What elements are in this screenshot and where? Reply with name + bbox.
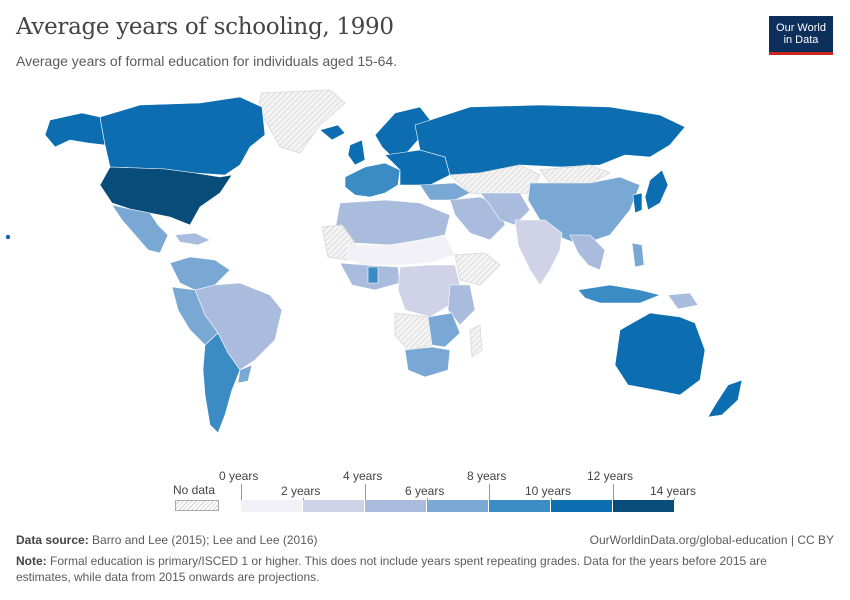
data-source-text[interactable]: Barro and Lee (2015); Lee and Lee (2016) [92, 533, 318, 547]
region-australia[interactable] [614, 312, 706, 396]
legend-swatch-0[interactable] [241, 500, 303, 512]
region-turkey[interactable] [419, 182, 471, 201]
region-papua-new-guinea[interactable] [667, 292, 699, 310]
legend-tick-8 [489, 484, 490, 500]
footnote-line-2: estimates, while data from 2015 onwards … [16, 570, 320, 584]
region-east-africa[interactable] [447, 284, 476, 326]
legend-bottom-label-14: 14 years [650, 484, 697, 498]
region-united-states[interactable] [99, 166, 233, 226]
legend-swatch-2[interactable] [365, 500, 427, 512]
legend-swatch-4[interactable] [489, 500, 551, 512]
region-horn-of-africa[interactable] [454, 252, 501, 286]
region-greenland[interactable] [257, 89, 346, 154]
region-iran[interactable] [479, 192, 531, 226]
region-china[interactable] [527, 176, 641, 246]
region-argentina[interactable] [202, 332, 241, 434]
footnote-line-1: Formal education is primary/ISCED 1 or h… [50, 554, 767, 568]
region-sahel[interactable] [347, 234, 456, 266]
legend-tick-4 [365, 484, 366, 500]
footnote: Note: Formal education is primary/ISCED … [16, 553, 836, 585]
legend-tick-12 [613, 484, 614, 500]
region-korea[interactable] [632, 192, 643, 214]
legend-swatch-1[interactable] [303, 500, 365, 512]
legend-swatch-6[interactable] [613, 500, 675, 512]
legend-color-scale[interactable] [241, 500, 675, 512]
region-russia[interactable] [414, 104, 686, 176]
region-colombia-venezuela[interactable] [169, 256, 231, 291]
region-uk[interactable] [347, 139, 366, 166]
owid-logo[interactable]: Our World in Data [769, 16, 833, 55]
data-source: Data source: Barro and Lee (2015); Lee a… [16, 533, 318, 547]
region-hawaii[interactable] [5, 234, 11, 240]
chart-subtitle: Average years of formal education for in… [16, 53, 398, 69]
region-caribbean[interactable] [174, 232, 211, 246]
region-indonesia[interactable] [577, 284, 661, 304]
region-angola[interactable] [394, 312, 433, 351]
region-india[interactable] [514, 219, 563, 286]
legend-top-label-12: 12 years [587, 469, 634, 483]
legend-bottom-label-10: 10 years [525, 484, 572, 498]
region-ghana[interactable] [367, 266, 379, 284]
region-philippines[interactable] [631, 242, 645, 268]
region-japan[interactable] [644, 169, 669, 211]
region-canada[interactable] [99, 96, 266, 176]
region-mexico[interactable] [111, 204, 169, 254]
legend-no-data-swatch[interactable] [175, 500, 219, 511]
region-uruguay[interactable] [237, 364, 253, 384]
legend-bottom-label-2: 2 years [281, 484, 321, 498]
legend-tick-0 [241, 484, 242, 500]
region-new-zealand[interactable] [707, 379, 743, 418]
logo-line-1: Our World [776, 22, 826, 34]
footnote-label: Note: [16, 554, 47, 568]
legend-top-label-4: 4 years [343, 469, 383, 483]
region-zambia[interactable] [427, 312, 461, 348]
chart-title: Average years of schooling, 1990 [16, 14, 394, 40]
legend-bottom-label-6: 6 years [405, 484, 445, 498]
source-url[interactable]: OurWorldinData.org/global-education | CC… [589, 533, 834, 547]
legend-swatch-3[interactable] [427, 500, 489, 512]
region-iceland[interactable] [319, 124, 346, 141]
world-map[interactable] [0, 85, 850, 455]
region-madagascar[interactable] [469, 324, 483, 358]
data-source-label: Data source: [16, 533, 89, 547]
legend-top-label-8: 8 years [467, 469, 507, 483]
legend-swatch-5[interactable] [551, 500, 613, 512]
region-southeast-asia[interactable] [569, 234, 606, 271]
logo-line-2: in Data [783, 34, 819, 46]
legend-no-data-label: No data [173, 483, 216, 497]
region-alaska[interactable] [44, 112, 106, 148]
region-western-europe[interactable] [344, 162, 401, 198]
legend-top-label-0: 0 years [219, 469, 259, 483]
region-mongolia[interactable] [539, 164, 612, 184]
region-middle-east[interactable] [449, 196, 506, 241]
region-south-africa[interactable] [404, 346, 451, 378]
